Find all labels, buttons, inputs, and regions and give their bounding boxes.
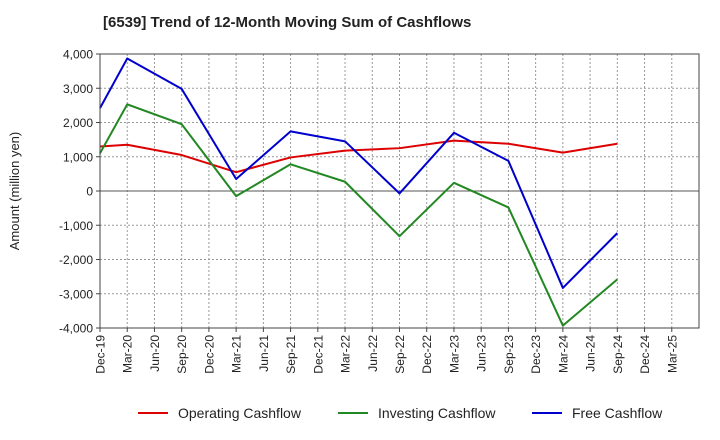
x-tick-label: Mar-23 — [447, 335, 461, 373]
x-tick-label: Jun-21 — [257, 335, 271, 372]
x-tick-label: Sep-23 — [502, 335, 516, 374]
x-tick-label: Jun-23 — [475, 335, 489, 372]
x-tick-label: Mar-21 — [230, 335, 244, 373]
x-tick-label: Mar-22 — [339, 335, 353, 373]
x-tick-label: Mar-24 — [556, 335, 570, 373]
y-tick-label: -3,000 — [59, 287, 93, 301]
x-tick-label: Jun-24 — [584, 335, 598, 372]
series-line-investing-cashflow — [99, 103, 618, 327]
legend-item-investing: Investing Cashflow — [338, 405, 496, 421]
axes: 4,000 3,000 2,000 1,000 0 -1,000 -2,000 -3,000 -… — [59, 48, 679, 374]
series-line-operating-cashflow — [99, 139, 618, 174]
legend-item-operating: Operating Cashflow — [138, 405, 301, 421]
legend-swatch-operating — [138, 412, 168, 414]
x-tick-label: Dec-19 — [94, 335, 108, 374]
plot-border — [99, 53, 700, 329]
legend-swatch-investing — [338, 412, 368, 414]
chart-title: [6539] Trend of 12-Month Moving Sum of C… — [103, 14, 472, 31]
x-tick-label: Mar-20 — [121, 335, 135, 373]
legend-label-operating: Operating Cashflow — [178, 405, 301, 421]
x-tick-label: Jun-20 — [148, 335, 162, 372]
y-tick-label: -2,000 — [59, 253, 93, 267]
x-tick-label: Sep-20 — [175, 335, 189, 374]
x-tick-label: Dec-24 — [638, 335, 652, 374]
x-tick-label: Dec-22 — [420, 335, 434, 374]
legend: Operating Cashflow Investing Cashflow Fr… — [0, 405, 720, 425]
y-axis-label: Amount (million yen) — [7, 132, 22, 251]
y-tick-label: -4,000 — [59, 322, 93, 336]
legend-item-free: Free Cashflow — [532, 405, 662, 421]
y-tick-label: 1,000 — [63, 150, 93, 164]
x-tick-label: Mar-25 — [665, 335, 679, 373]
series-lines — [99, 57, 619, 327]
y-tick-label: 0 — [86, 185, 93, 199]
y-tick-label: 2,000 — [63, 116, 93, 130]
x-tick-label: Sep-21 — [284, 335, 298, 374]
legend-swatch-free — [532, 412, 562, 414]
legend-label-free: Free Cashflow — [572, 405, 663, 421]
x-tick-label: Sep-24 — [611, 335, 625, 374]
x-tick-label: Dec-21 — [311, 335, 325, 374]
x-tick-label: Dec-20 — [202, 335, 216, 374]
x-tick-label: Sep-22 — [393, 335, 407, 374]
y-tick-label: 3,000 — [63, 82, 93, 96]
x-tick-label: Jun-22 — [366, 335, 380, 372]
series-line-free-cashflow — [99, 57, 619, 289]
legend-label-investing: Investing Cashflow — [378, 405, 496, 421]
y-tick-label: -1,000 — [59, 219, 93, 233]
grid — [100, 54, 699, 328]
y-tick-label: 4,000 — [63, 48, 93, 62]
x-tick-label: Dec-23 — [529, 335, 543, 374]
